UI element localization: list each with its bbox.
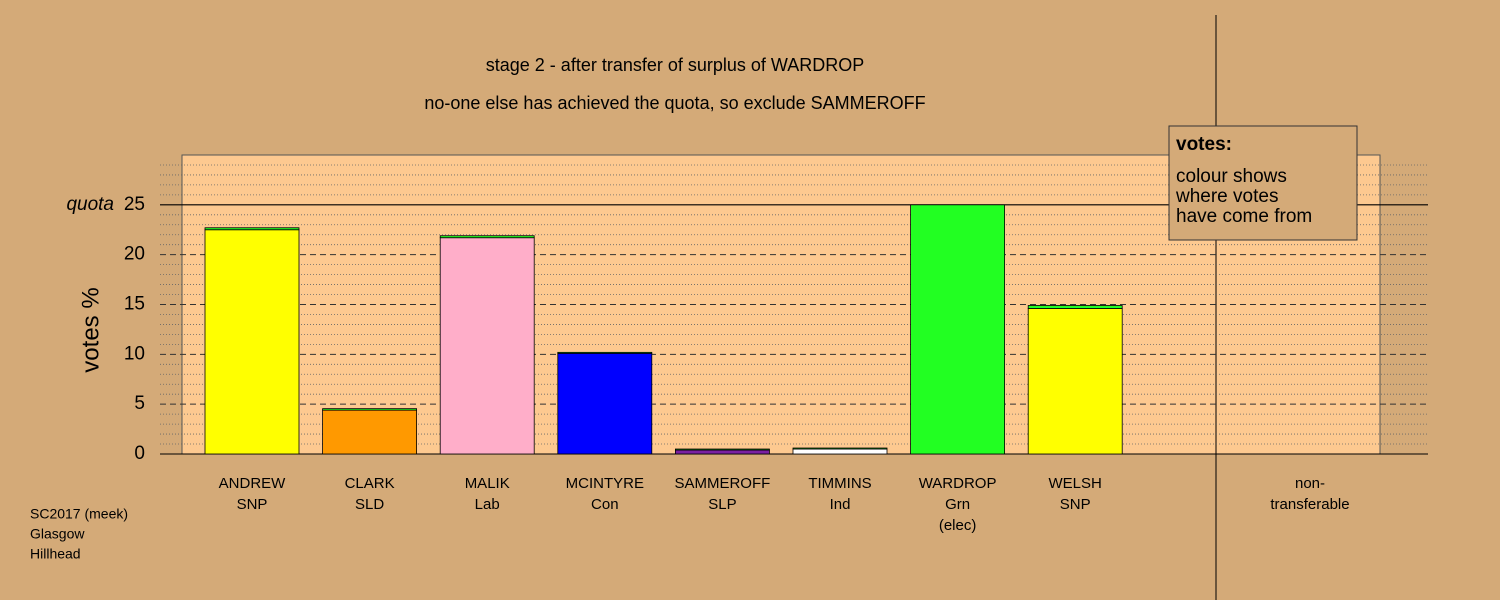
x-tick-label: SNP: [237, 496, 268, 513]
footnote: Glasgow: [30, 526, 85, 542]
quota-label: quota: [66, 194, 114, 215]
bar-segment: [792, 447, 888, 450]
bar-segment: [1027, 308, 1123, 455]
x-tick-label: SAMMEROFF: [674, 475, 770, 492]
y-tick-label: 5: [134, 393, 145, 414]
x-tick-label: MCINTYRE: [566, 475, 644, 492]
x-tick-label: (elec): [939, 517, 977, 534]
legend-text: colour shows: [1176, 166, 1287, 187]
x-tick-label: SLP: [708, 496, 736, 513]
bar-segment: [439, 235, 535, 239]
bar-segment: [910, 204, 1005, 455]
x-tick-label: WELSH: [1049, 475, 1102, 492]
x-tick-label: TIMMINS: [808, 475, 871, 492]
x-tick-label: Ind: [830, 496, 851, 513]
bar-segment: [439, 237, 535, 455]
legend-box: [1168, 125, 1358, 241]
x-tick-label: SLD: [355, 496, 384, 513]
y-tick-label: 20: [124, 244, 145, 265]
x-tick-label: SNP: [1060, 496, 1091, 513]
y-tick-label: 0: [134, 443, 145, 464]
chart-title: stage 2 - after transfer of surplus of W…: [486, 55, 864, 75]
y-axis-label: votes %: [77, 287, 104, 372]
bar-segment: [557, 351, 653, 354]
x-tick-label: Lab: [475, 496, 500, 513]
bar-segment: [322, 408, 418, 411]
y-tick-label: 15: [124, 294, 145, 315]
bar-segment: [1027, 305, 1123, 309]
x-tick-label: transferable: [1270, 496, 1349, 513]
footnote: SC2017 (meek): [30, 506, 128, 522]
x-tick-label: WARDROP: [919, 475, 997, 492]
x-tick-label: Grn: [945, 496, 970, 513]
legend-text: have come from: [1176, 206, 1312, 227]
bar-segment: [792, 448, 888, 455]
bar-segment: [204, 229, 300, 455]
y-tick-label: 10: [124, 343, 145, 364]
bar-segment: [557, 352, 653, 455]
x-tick-label: ANDREW: [219, 475, 287, 492]
bar-segment: [204, 227, 300, 231]
bar-segment: [675, 448, 770, 451]
bar-segment: [675, 449, 770, 455]
legend-text: where votes: [1175, 186, 1278, 207]
y-tick-label: 25: [124, 194, 145, 215]
x-tick-label: Con: [591, 496, 619, 513]
footnote: Hillhead: [30, 546, 81, 562]
bar-segment: [322, 409, 418, 455]
x-tick-label: MALIK: [465, 475, 510, 492]
legend-title: votes:: [1176, 134, 1232, 155]
x-tick-label: CLARK: [345, 475, 395, 492]
x-tick-label: non-: [1295, 475, 1325, 492]
chart-subtitle: no-one else has achieved the quota, so e…: [424, 93, 925, 113]
